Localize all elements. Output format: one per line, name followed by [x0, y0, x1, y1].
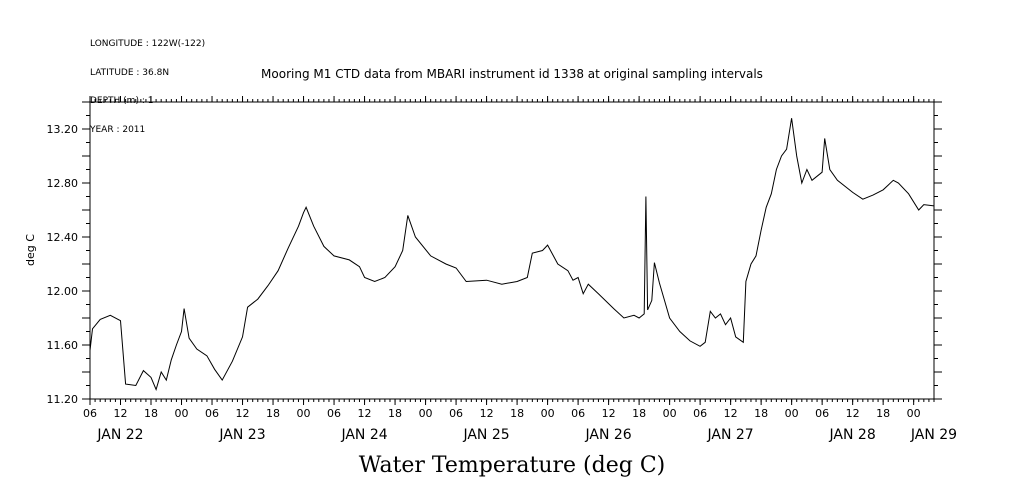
year-label: YEAR : 2011: [90, 124, 146, 135]
y-axis-label: deg C: [24, 234, 37, 266]
x-tick-label: 06: [83, 407, 97, 420]
x-tick-label: 18: [876, 407, 890, 420]
x-tick-label: 00: [663, 407, 677, 420]
x-tick-label: 12: [358, 407, 372, 420]
x-day-label: JAN 23: [218, 427, 265, 443]
x-tick-label: 12: [236, 407, 250, 420]
y-tick-label: 12.00: [47, 285, 79, 298]
x-tick-label: 00: [175, 407, 189, 420]
y-tick-label: 12.40: [47, 231, 79, 244]
x-tick-label: 12: [846, 407, 860, 420]
x-tick-label: 18: [144, 407, 158, 420]
x-day-label: JAN 26: [585, 427, 632, 443]
variable-title: Water Temperature (deg C): [358, 453, 666, 478]
plot-frame: [89, 101, 935, 400]
axis-ticks: [82, 96, 942, 405]
x-day-label: JAN 29: [910, 427, 957, 443]
plot-title: Mooring M1 CTD data from MBARI instrumen…: [261, 67, 763, 81]
y-tick-label: 12.80: [47, 177, 79, 190]
x-tick-label: 00: [541, 407, 555, 420]
x-day-label: JAN 24: [340, 427, 387, 443]
x-tick-label: 18: [754, 407, 768, 420]
x-tick-label: 18: [510, 407, 524, 420]
x-tick-label: 06: [571, 407, 585, 420]
x-tick-label: 12: [724, 407, 738, 420]
x-tick-label: 12: [602, 407, 616, 420]
x-tick-label: 06: [327, 407, 341, 420]
x-tick-label: 06: [449, 407, 463, 420]
x-day-label: JAN 28: [829, 427, 876, 443]
x-tick-label: 12: [480, 407, 494, 420]
x-tick-label: 00: [419, 407, 433, 420]
series-line: [89, 118, 935, 391]
x-tick-label: 12: [114, 407, 128, 420]
x-tick-label: 18: [632, 407, 646, 420]
y-tick-label: 11.60: [47, 339, 79, 352]
x-tick-label: 18: [388, 407, 402, 420]
x-day-label: JAN 27: [707, 427, 754, 443]
x-tick-label: 06: [815, 407, 829, 420]
x-day-label: JAN 22: [96, 427, 143, 443]
x-tick-label: 06: [693, 407, 707, 420]
y-tick-label: 13.20: [47, 123, 79, 136]
axis-labels: 06 12 18 00 06 12 18 00 06 12 18 00 06 12 18 00 06 12 18 00…: [47, 123, 958, 443]
x-day-label: JAN 25: [462, 427, 509, 443]
y-tick-label: 11.20: [47, 393, 79, 406]
longitude-label: LONGITUDE : 122W(-122): [90, 39, 206, 49]
latitude-label: LATITUDE : 36.8N: [90, 67, 170, 78]
x-tick-label: 18: [266, 407, 280, 420]
x-tick-label: 06: [205, 407, 219, 420]
x-tick-label: 00: [907, 407, 921, 420]
x-tick-label: 00: [785, 407, 799, 420]
x-tick-label: 00: [297, 407, 311, 420]
